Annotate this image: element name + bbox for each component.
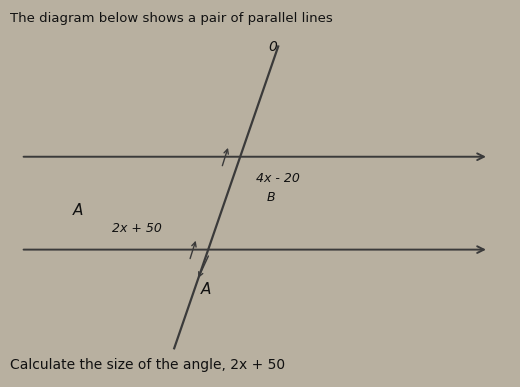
Text: 0: 0	[268, 40, 278, 54]
Text: A: A	[73, 203, 83, 218]
Text: 2x + 50: 2x + 50	[112, 222, 162, 235]
Text: 4x - 20: 4x - 20	[256, 172, 300, 185]
Text: B: B	[267, 191, 276, 204]
Text: The diagram below shows a pair of parallel lines: The diagram below shows a pair of parall…	[10, 12, 333, 25]
Text: Calculate the size of the angle, 2x + 50: Calculate the size of the angle, 2x + 50	[10, 358, 285, 372]
Text: A: A	[201, 282, 211, 297]
